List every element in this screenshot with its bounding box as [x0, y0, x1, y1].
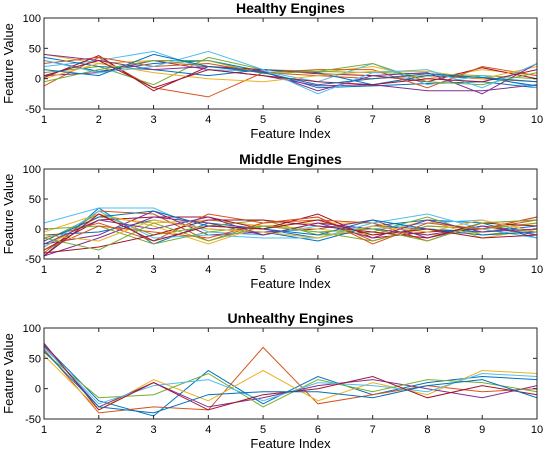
panel-middle-engines: Middle Engines Feature Index Feature Val…: [1, 151, 543, 291]
y-axis-label: Feature Value: [1, 174, 16, 255]
y-axis-label: Feature Value: [1, 333, 16, 414]
series-line-9: [44, 56, 537, 89]
series-group: [44, 342, 537, 417]
series-line-1: [44, 344, 537, 417]
x-tick-label: 8: [424, 264, 430, 276]
series-line-3: [44, 354, 537, 411]
series-line-8: [44, 350, 537, 414]
y-tick-label: -50: [25, 254, 41, 266]
x-axis-label: Feature Index: [250, 436, 331, 451]
panel-healthy-engines: Healthy Engines Feature Index Feature Va…: [1, 0, 543, 141]
chart-title: Healthy Engines: [236, 0, 345, 16]
x-tick-label: 9: [479, 264, 485, 276]
x-tick-label: 6: [315, 264, 321, 276]
x-axis-label: Feature Index: [250, 126, 331, 141]
x-tick-label: 9: [479, 424, 485, 436]
y-tick-label: 100: [23, 164, 41, 176]
series-line-19: [44, 219, 537, 251]
y-tick-label: 50: [29, 43, 41, 55]
x-tick-label: 6: [315, 114, 321, 126]
x-tick-label: 3: [150, 264, 156, 276]
x-axis-label: Feature Index: [250, 276, 331, 291]
x-tick-label: 9: [479, 114, 485, 126]
series-line-13: [44, 50, 537, 95]
series-group: [44, 207, 537, 257]
y-tick-label: 0: [35, 74, 41, 86]
x-tick-label: 8: [424, 424, 430, 436]
x-tick-label: 5: [260, 424, 266, 436]
series-line-15: [44, 53, 537, 86]
panel-unhealthy-engines: Unhealthy Engines Feature Index Feature …: [1, 310, 543, 451]
x-tick-label: 6: [315, 424, 321, 436]
plot-frame: [43, 17, 538, 110]
series-line-10: [44, 213, 537, 245]
series-line-1: [44, 59, 537, 89]
series-line-20: [44, 213, 537, 257]
x-tick-label: 7: [370, 424, 376, 436]
y-tick-label: 50: [29, 194, 41, 206]
y-tick-label: 0: [35, 384, 41, 396]
series-group: [44, 50, 537, 98]
x-tick-label: 4: [205, 424, 211, 436]
x-tick-label: 3: [150, 424, 156, 436]
x-tick-label: 1: [41, 424, 47, 436]
y-tick-label: 50: [29, 353, 41, 365]
y-axis-label: Feature Value: [1, 23, 16, 104]
x-tick-label: 3: [150, 114, 156, 126]
x-tick-label: 2: [96, 264, 102, 276]
y-tick-label: -50: [25, 104, 41, 116]
plot-frame: [43, 168, 538, 260]
series-line-14: [44, 219, 537, 254]
x-tick-label: 10: [531, 114, 543, 126]
x-tick-label: 1: [41, 114, 47, 126]
y-tick-label: -50: [25, 414, 41, 426]
chart-title: Middle Engines: [239, 151, 342, 167]
chart-title: Unhealthy Engines: [227, 310, 353, 326]
x-tick-label: 8: [424, 114, 430, 126]
x-tick-label: 5: [260, 264, 266, 276]
x-tick-label: 4: [205, 264, 211, 276]
x-tick-label: 2: [96, 114, 102, 126]
x-tick-label: 2: [96, 424, 102, 436]
x-tick-label: 7: [370, 264, 376, 276]
y-tick-label: 100: [23, 323, 41, 335]
plot-frame: [43, 327, 538, 420]
x-tick-label: 7: [370, 114, 376, 126]
x-tick-label: 5: [260, 114, 266, 126]
x-tick-label: 10: [531, 264, 543, 276]
series-line-7: [44, 342, 537, 411]
x-tick-label: 1: [41, 264, 47, 276]
y-tick-label: 0: [35, 224, 41, 236]
x-tick-label: 4: [205, 114, 211, 126]
y-tick-label: 100: [23, 13, 41, 25]
x-tick-label: 10: [531, 424, 543, 436]
